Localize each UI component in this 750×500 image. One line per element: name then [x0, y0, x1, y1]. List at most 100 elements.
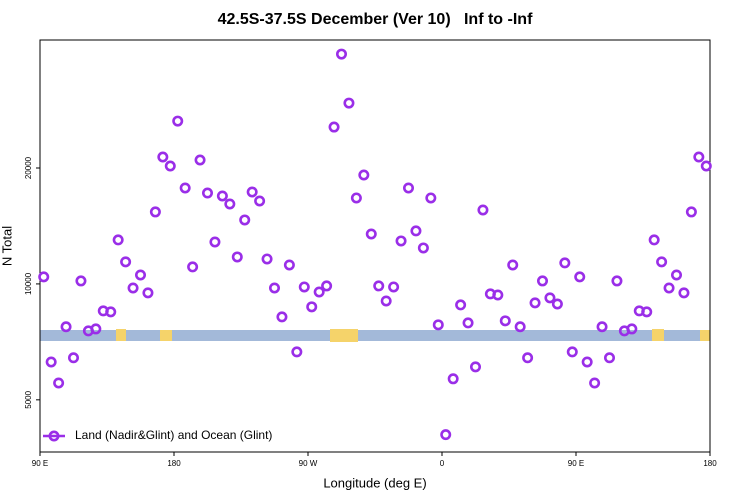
- point: [395, 235, 407, 247]
- point: [276, 311, 288, 323]
- point: [529, 297, 541, 309]
- point: [551, 298, 563, 310]
- point: [507, 259, 519, 271]
- x-tick-label: 180: [703, 459, 717, 468]
- point: [283, 259, 295, 271]
- point: [335, 48, 347, 60]
- point: [656, 256, 668, 268]
- point: [700, 160, 712, 172]
- y-tick-label: 10000: [24, 272, 33, 295]
- point: [216, 190, 228, 202]
- point: [462, 317, 474, 329]
- point: [432, 319, 444, 331]
- point: [589, 377, 601, 389]
- point: [603, 352, 615, 364]
- point: [224, 198, 236, 210]
- point: [75, 275, 87, 287]
- point: [663, 282, 675, 294]
- point: [358, 169, 370, 181]
- point: [149, 206, 161, 218]
- point: [313, 286, 325, 298]
- point: [53, 377, 65, 389]
- point: [157, 151, 169, 163]
- point: [343, 97, 355, 109]
- point: [611, 275, 623, 287]
- point: [670, 269, 682, 281]
- ocean-band: [40, 330, 710, 341]
- x-tick-label: 90 W: [299, 459, 318, 468]
- point: [596, 321, 608, 333]
- point: [68, 352, 80, 364]
- point: [194, 154, 206, 166]
- point: [135, 269, 147, 281]
- point: [45, 356, 57, 368]
- point: [566, 346, 578, 358]
- point: [298, 281, 310, 293]
- point: [328, 121, 340, 133]
- point: [306, 301, 318, 313]
- point: [231, 251, 243, 263]
- point: [142, 287, 154, 299]
- point: [202, 187, 214, 199]
- x-tick-label: 90 E: [32, 459, 48, 468]
- point: [514, 321, 526, 333]
- point: [254, 195, 266, 207]
- point: [440, 429, 452, 441]
- point: [90, 323, 102, 335]
- point: [469, 361, 481, 373]
- point: [402, 182, 414, 194]
- point: [641, 306, 653, 318]
- point: [261, 253, 273, 265]
- point: [417, 242, 429, 254]
- point: [172, 115, 184, 127]
- point: [626, 323, 638, 335]
- point: [536, 275, 548, 287]
- x-tick-label: 180: [167, 459, 181, 468]
- point: [678, 287, 690, 299]
- x-axis-label: Longitude (deg E): [323, 475, 426, 490]
- point: [291, 346, 303, 358]
- band-highlights: [116, 329, 710, 342]
- point: [179, 182, 191, 194]
- point: [105, 306, 117, 318]
- point: [574, 271, 586, 283]
- point: [209, 236, 221, 248]
- point: [164, 160, 176, 172]
- point: [373, 280, 385, 292]
- x-tick-label: 0: [440, 459, 445, 468]
- point: [559, 257, 571, 269]
- point: [127, 282, 139, 294]
- legend-label: Land (Nadir&Glint) and Ocean (Glint): [75, 428, 272, 442]
- point: [38, 271, 50, 283]
- point: [447, 373, 459, 385]
- point: [365, 228, 377, 240]
- point: [321, 280, 333, 292]
- point: [544, 292, 556, 304]
- point: [246, 186, 258, 198]
- y-tick-label: 5000: [24, 390, 33, 408]
- point: [522, 352, 534, 364]
- point: [60, 321, 72, 333]
- y-axis-label: N Total: [0, 226, 14, 266]
- point: [477, 204, 489, 216]
- point: [268, 282, 280, 294]
- point: [388, 281, 400, 293]
- chart-title: 42.5S-37.5S December (Ver 10) Inf to -In…: [218, 11, 533, 28]
- point: [380, 295, 392, 307]
- y-tick-label: 20000: [24, 156, 33, 179]
- point: [120, 256, 132, 268]
- point: [112, 234, 124, 246]
- point: [410, 225, 422, 237]
- point: [425, 192, 437, 204]
- point: [187, 261, 199, 273]
- point: [239, 214, 251, 226]
- legend-marker: [48, 430, 60, 442]
- point: [455, 299, 467, 311]
- point: [499, 315, 511, 327]
- point: [693, 151, 705, 163]
- point: [581, 356, 593, 368]
- point: [685, 206, 697, 218]
- point: [350, 192, 362, 204]
